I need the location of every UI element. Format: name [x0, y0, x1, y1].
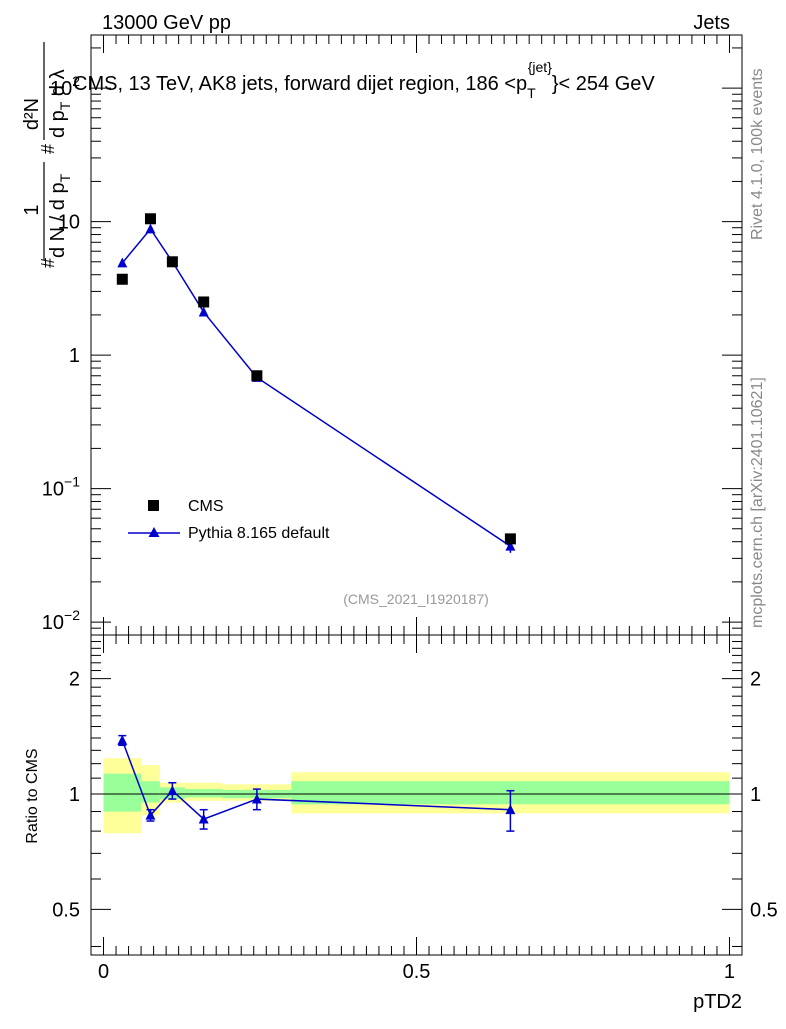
- mc-line: [121, 227, 511, 547]
- ratio-mc-point: [167, 785, 178, 796]
- x-tick-label: 0.5: [403, 961, 431, 983]
- ratio-mc-line: [121, 740, 511, 820]
- main-ytick-label: 102: [50, 73, 80, 100]
- main-plot: [116, 213, 516, 553]
- ylabel-den: d N / d pT: [47, 173, 73, 258]
- ylabel-hash-2: #: [38, 144, 58, 154]
- header-right: Jets: [693, 12, 730, 34]
- main-ytick-label: 10: [58, 212, 80, 234]
- ratio-band-inner: [103, 773, 142, 812]
- ratio-band-inner: [141, 781, 160, 803]
- cms-point: [166, 256, 178, 268]
- cms-point: [144, 213, 156, 225]
- mc-point: [505, 540, 516, 551]
- legend-mc-label: Pythia 8.165 default: [188, 525, 330, 542]
- cms-point: [251, 370, 263, 382]
- ratio-band-inner: [184, 789, 223, 798]
- ratio-mc-point: [198, 813, 209, 824]
- ratio-ytick-label-left: 1: [69, 784, 80, 806]
- main-frame: [90, 34, 743, 636]
- x-tick-label: 1: [724, 961, 735, 983]
- cms-point: [504, 533, 516, 545]
- ratio-mc-point: [251, 793, 262, 804]
- analysis-id: (CMS_2021_I1920187): [343, 591, 489, 607]
- main-ytick-label: 10−1: [42, 474, 80, 501]
- legend-cms-marker: [148, 500, 159, 511]
- cms-point: [198, 296, 210, 308]
- x-tick-label: 0: [98, 961, 109, 983]
- legend-cms-label: CMS: [188, 498, 224, 515]
- axes-ticks: 10−2 10−1 1 10 102 0.5 0.5 1 1 2 2 0 0.5 1: [42, 35, 778, 983]
- plot-title-sup: {jet}: [528, 59, 552, 75]
- ratio-ytick-label-right: 0.5: [750, 899, 778, 921]
- cms-point: [116, 273, 128, 285]
- ratio-ytick-label-right: 2: [750, 669, 761, 691]
- ratio-ytick-label-right: 1: [750, 784, 761, 806]
- mc-point: [117, 257, 128, 268]
- main-ytick-label: 10−2: [42, 607, 80, 634]
- ylabel-inv: 1: [21, 204, 43, 215]
- rivet-label: Rivet 4.1.0, 100k events: [749, 68, 766, 240]
- ratio-mc-point: [117, 734, 128, 745]
- ratio-mc-point: [505, 804, 516, 815]
- main-ytick-label: 1: [69, 345, 80, 367]
- legend: CMS Pythia 8.165 default: [128, 498, 330, 542]
- ylabel-num2: d pT d λ: [47, 69, 73, 138]
- ratio-mc-point: [145, 809, 156, 820]
- ratio-ylabel: Ratio to CMS: [24, 748, 41, 843]
- mcplots-label: mcplots.cern.ch [arXiv:2401.10621]: [749, 377, 766, 628]
- legend-mc-marker: [148, 527, 160, 537]
- plot-title: CMS, 13 TeV, AK8 jets, forward dijet reg…: [73, 59, 655, 101]
- ratio-plot: [91, 734, 742, 834]
- plot-title-main: CMS, 13 TeV, AK8 jets, forward dijet reg…: [73, 73, 527, 95]
- main-ylabel: # 1 d N / d pT # d²N d pT d λ: [21, 42, 73, 268]
- ratio-ytick-label-left: 0.5: [52, 899, 80, 921]
- mc-point: [145, 223, 156, 234]
- plot-title-tail: }< 254 GeV: [552, 73, 656, 95]
- x-axis-label: pTD2: [693, 991, 742, 1013]
- ylabel-hash-1: #: [38, 258, 58, 268]
- ratio-ytick-label-left: 2: [69, 669, 80, 691]
- header-left: 13000 GeV pp: [102, 12, 231, 34]
- plot-title-sub: T: [527, 85, 536, 101]
- ylabel-num: d²N: [21, 98, 43, 130]
- mc-point: [198, 306, 209, 317]
